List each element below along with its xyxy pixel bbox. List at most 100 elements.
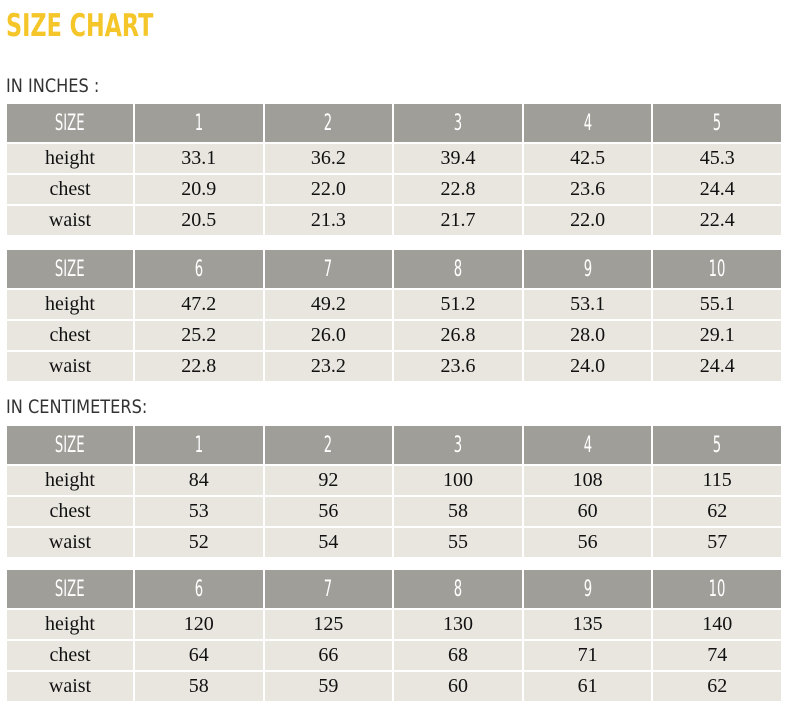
- title: SIZE CHART: [6, 8, 154, 44]
- section-heading: IN INCHES :: [6, 75, 100, 97]
- value-cell: 47.2: [135, 290, 263, 319]
- header-text: 8: [453, 576, 463, 602]
- header-cell: 3: [394, 426, 522, 464]
- header-text: 2: [324, 432, 333, 458]
- header-text: 1: [194, 432, 203, 458]
- value-cell: 59: [264, 672, 393, 701]
- value-cell: 52: [135, 528, 263, 557]
- value-cell: 22.8: [135, 352, 263, 381]
- value-cell: 60: [523, 497, 652, 526]
- value-cell: 49.2: [264, 290, 393, 319]
- section-heading: IN CENTIMETERS:: [6, 396, 148, 418]
- value-cell: 26.8: [394, 321, 522, 350]
- header-text: 3: [453, 432, 463, 458]
- header-text: 3: [453, 110, 463, 136]
- value-cell: 33.1: [135, 144, 263, 173]
- row-label: waist: [7, 672, 133, 701]
- value-cell: 21.7: [394, 206, 522, 235]
- header-cell: 1: [135, 426, 263, 464]
- header-cell: SIZE: [7, 426, 133, 464]
- row-label: height: [7, 466, 133, 495]
- header-cell: SIZE: [7, 104, 133, 142]
- value-cell: 53.1: [523, 290, 652, 319]
- value-cell: 58: [135, 672, 263, 701]
- size-table: SIZE 1 2 3 4 5 height 84 92 100 108 115 chest 53 56 58 6…: [7, 426, 781, 557]
- value-cell: 60: [394, 672, 522, 701]
- value-cell: 56: [523, 528, 652, 557]
- header-text: 8: [453, 256, 463, 282]
- header-cell: 8: [394, 250, 522, 288]
- value-cell: 39.4: [394, 144, 522, 173]
- row-label: waist: [7, 352, 133, 381]
- header-text: 6: [194, 256, 203, 282]
- value-cell: 28.0: [523, 321, 652, 350]
- value-cell: 23.6: [523, 175, 652, 204]
- value-cell: 56: [264, 497, 393, 526]
- row-label: chest: [7, 641, 133, 670]
- value-cell: 20.9: [135, 175, 263, 204]
- header-text: 4: [583, 432, 592, 458]
- value-cell: 29.1: [653, 321, 781, 350]
- value-cell: 108: [523, 466, 652, 495]
- value-cell: 45.3: [653, 144, 781, 173]
- value-cell: 66: [264, 641, 393, 670]
- value-cell: 62: [653, 672, 781, 701]
- value-cell: 24.0: [523, 352, 652, 381]
- row-label: chest: [7, 321, 133, 350]
- value-cell: 135: [523, 610, 652, 639]
- row-label: height: [7, 290, 133, 319]
- row-label: waist: [7, 206, 133, 235]
- value-cell: 26.0: [264, 321, 393, 350]
- header-cell: SIZE: [7, 250, 133, 288]
- size-table: SIZE 6 7 8 9 10 height 47.2 49.2 51.2 53.1 55.1 ches…: [7, 250, 781, 381]
- value-cell: 130: [394, 610, 522, 639]
- header-text: 4: [583, 110, 592, 136]
- header-cell: 2: [264, 426, 393, 464]
- value-cell: 55.1: [653, 290, 781, 319]
- header-text: 5: [712, 110, 722, 136]
- value-cell: 125: [264, 610, 393, 639]
- header-cell: 8: [394, 570, 522, 608]
- value-cell: 23.6: [394, 352, 522, 381]
- header-text: 9: [583, 256, 592, 282]
- row-label: chest: [7, 497, 133, 526]
- header-text: SIZE: [55, 432, 85, 458]
- header-cell: 9: [523, 570, 652, 608]
- header-text: 1: [194, 110, 203, 136]
- header-text: SIZE: [55, 256, 85, 282]
- header-cell: 5: [653, 426, 781, 464]
- row-label: waist: [7, 528, 133, 557]
- value-cell: 74: [653, 641, 781, 670]
- value-cell: 22.8: [394, 175, 522, 204]
- value-cell: 55: [394, 528, 522, 557]
- value-cell: 25.2: [135, 321, 263, 350]
- value-cell: 36.2: [264, 144, 393, 173]
- value-cell: 62: [653, 497, 781, 526]
- header-text: 7: [324, 576, 333, 602]
- header-cell: 4: [523, 104, 652, 142]
- value-cell: 53: [135, 497, 263, 526]
- value-cell: 58: [394, 497, 522, 526]
- value-cell: 24.4: [653, 352, 781, 381]
- value-cell: 120: [135, 610, 263, 639]
- value-cell: 20.5: [135, 206, 263, 235]
- value-cell: 64: [135, 641, 263, 670]
- value-cell: 42.5: [523, 144, 652, 173]
- value-cell: 23.2: [264, 352, 393, 381]
- header-text: SIZE: [55, 110, 85, 136]
- value-cell: 61: [523, 672, 652, 701]
- header-cell: 2: [264, 104, 393, 142]
- header-text: 2: [324, 110, 333, 136]
- value-cell: 22.0: [264, 175, 393, 204]
- value-cell: 71: [523, 641, 652, 670]
- header-text: SIZE: [55, 576, 85, 602]
- header-cell: 3: [394, 104, 522, 142]
- value-cell: 84: [135, 466, 263, 495]
- header-cell: 1: [135, 104, 263, 142]
- header-text: 7: [324, 256, 333, 282]
- header-text: 10: [708, 576, 726, 602]
- header-cell: 7: [264, 250, 393, 288]
- value-cell: 24.4: [653, 175, 781, 204]
- header-cell: 10: [653, 570, 781, 608]
